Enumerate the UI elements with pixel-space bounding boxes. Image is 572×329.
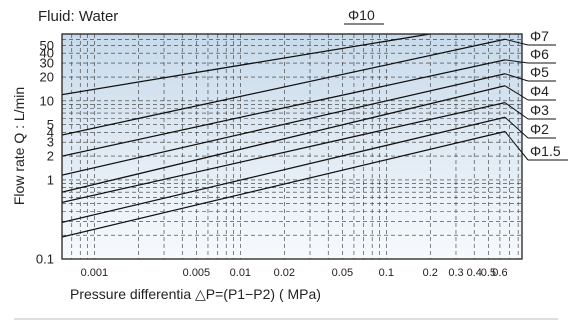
y-tick-label: 10 [40,93,54,108]
y-tick-label: 20 [40,70,54,85]
x-tick-label: 0.2 [423,267,438,279]
series-label-leader [504,38,529,46]
series-label: Φ2 [530,121,549,137]
series-line [62,34,434,96]
y-tick-label: 30 [40,56,54,71]
y-tick-label: 5 [47,117,54,132]
series-lines [62,34,506,238]
plot-frame [61,33,523,260]
x-tick-label: 0.01 [230,267,251,279]
series-label: Φ4 [530,83,549,99]
series-label: Φ3 [530,102,549,118]
y-tick-label: 3 [47,135,54,150]
x-axis-title: Pressure differentia △P=(P1−P2) ( MPa) [70,286,321,302]
y-tick-label: 2 [47,149,54,164]
x-tick-label: 0.05 [332,267,353,279]
y-tick-label: 4 [47,125,54,140]
x-tick-labels: 0.001 0.005 0.01 0.02 0.05 0.1 0.2 0.3 0.40.50.6 [81,267,508,279]
series-line [62,38,506,136]
series-line [62,85,506,193]
series-label-leader [504,59,529,64]
series-label-leader [504,102,529,120]
series-line [62,73,506,176]
chart-title: Fluid: Water [38,8,118,25]
series-label-leader [504,85,529,101]
x-tick-label: 0.02 [274,267,295,279]
x-tick-label: 0.005 [183,267,211,279]
series-line [62,59,506,157]
series-label: Φ6 [530,46,549,62]
x-tick-label: 0.4 [467,267,482,279]
y-tick-label: 1 [47,172,54,187]
series-line [62,116,506,224]
series-line [62,101,506,203]
series-labels: Φ10 Φ7 Φ6 Φ5 Φ4 Φ3 Φ2 Φ1.5 [344,7,568,161]
y-tick-label: 0.1 [36,252,54,267]
series-label-leader [504,131,529,161]
x-tick-label: 0.3 [448,267,463,279]
y-axis-title: Flow rate Q : L/min [11,87,27,205]
x-tick-label: 0.6 [492,267,507,279]
series-label: Φ5 [530,64,549,80]
series-label: Φ1.5 [530,143,561,159]
series-label-leader [504,73,529,82]
y-tick-label: 50 [40,38,54,53]
series-label: Φ10 [348,7,375,23]
plot-area [62,34,522,259]
series-label-leader [504,116,529,139]
series-label: Φ7 [530,28,549,44]
series-line [62,130,506,238]
x-tick-label: 0.001 [81,267,109,279]
x-tick-label: 0.1 [379,267,394,279]
y-tick-label: 40 [40,46,54,61]
x-tick-label: 0.5 [481,267,496,279]
